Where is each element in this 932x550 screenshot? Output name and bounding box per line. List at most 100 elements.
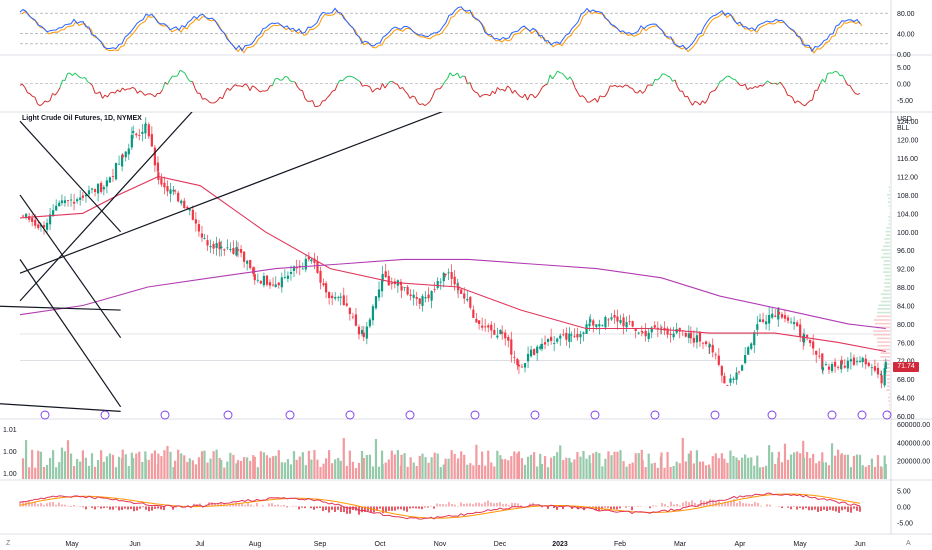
- momentum-line: [297, 86, 301, 91]
- candle: [475, 318, 478, 323]
- volume-bar: [582, 450, 585, 479]
- momentum-line: [399, 86, 403, 90]
- volume-bar: [283, 462, 286, 479]
- volume-bar: [818, 461, 821, 479]
- momentum-line: [42, 100, 46, 105]
- candle: [701, 342, 705, 344]
- volume-bar: [274, 455, 277, 479]
- candle: [163, 182, 166, 188]
- candle: [656, 327, 659, 330]
- candle: [873, 366, 877, 371]
- candle: [249, 259, 252, 269]
- momentum-line: [749, 87, 753, 89]
- candle: [280, 277, 283, 288]
- volume-profile-bar: [873, 333, 890, 336]
- volume-bar: [322, 463, 325, 479]
- macd-histogram-bar: [556, 506, 558, 510]
- volume-bar: [135, 453, 138, 479]
- candle: [802, 334, 806, 343]
- momentum-line: [804, 102, 808, 107]
- macd-histogram-bar: [547, 506, 549, 509]
- momentum-line: [809, 99, 813, 102]
- x-tick-label: Nov: [434, 541, 447, 548]
- volume-bar: [821, 462, 825, 479]
- candle: [436, 281, 439, 288]
- momentum-line: [114, 89, 118, 94]
- x-tick-label: Sep: [314, 541, 327, 548]
- volume-bar: [252, 455, 255, 479]
- momentum-line: [259, 90, 263, 93]
- macd-histogram-bar: [631, 506, 633, 511]
- momentum-line: [474, 91, 478, 94]
- macd-histogram-bar: [28, 501, 30, 507]
- volume-profile-bar: [880, 356, 890, 358]
- auto-scale-button[interactable]: A: [906, 540, 911, 547]
- momentum-line: [469, 82, 473, 90]
- macd-histogram-bar: [823, 506, 825, 510]
- volume-bar: [526, 456, 530, 479]
- candle: [588, 323, 591, 327]
- candle: [622, 317, 625, 327]
- volume-bar: [463, 454, 466, 479]
- candle: [345, 303, 348, 306]
- volume-bar: [292, 451, 296, 479]
- momentum-line: [117, 89, 121, 93]
- macd-histogram-bar: [835, 506, 837, 512]
- macd-histogram-bar: [760, 505, 762, 507]
- candle: [516, 358, 519, 366]
- macd-histogram-bar: [385, 506, 387, 513]
- volume-bar: [496, 450, 499, 479]
- candle: [589, 319, 592, 323]
- macd-histogram-bar: [97, 506, 99, 508]
- currency-label: USD: [897, 116, 912, 123]
- volume-bar: [212, 451, 215, 479]
- momentum-line: [784, 88, 788, 96]
- candle: [704, 341, 708, 345]
- candle: [855, 361, 859, 363]
- volume-profile-bar: [885, 367, 890, 369]
- volume-bar: [533, 452, 536, 479]
- momentum-line: [822, 78, 826, 83]
- volume-bar: [186, 462, 189, 479]
- volume-bar: [805, 451, 809, 479]
- momentum-line: [44, 100, 48, 103]
- macd-histogram-bar: [475, 502, 477, 507]
- x-tick-label: Feb: [614, 541, 626, 548]
- candle: [669, 333, 672, 335]
- candle: [747, 347, 750, 355]
- momentum-line: [232, 84, 236, 88]
- macd-histogram-bar: [172, 506, 174, 510]
- zoom-icon[interactable]: Z: [6, 540, 11, 547]
- macd-histogram-bar: [40, 502, 42, 507]
- macd-histogram-bar: [337, 506, 339, 510]
- volume-bar: [777, 451, 780, 479]
- momentum-line: [669, 76, 673, 82]
- momentum-line: [719, 80, 723, 82]
- volume-bar: [783, 443, 787, 479]
- volume-bar: [390, 450, 393, 479]
- volume-bar: [246, 457, 249, 479]
- x-tick-label: Apr: [735, 541, 747, 548]
- macd-histogram-bar: [145, 506, 147, 510]
- momentum-line: [702, 100, 706, 104]
- momentum-line: [652, 79, 656, 86]
- volume-profile-bar: [874, 322, 890, 325]
- volume-bar: [209, 458, 212, 479]
- macd-histogram-bar: [280, 505, 282, 507]
- candle: [613, 314, 616, 318]
- macd-histogram-bar: [52, 501, 54, 507]
- macd-histogram-bar: [349, 506, 351, 514]
- momentum-line: [359, 81, 363, 87]
- volume-bar: [768, 445, 771, 479]
- macd-histogram-bar: [136, 506, 138, 511]
- volume-bar: [843, 454, 846, 479]
- macd-histogram-bar: [364, 506, 366, 513]
- momentum-line: [349, 75, 353, 78]
- macd-histogram-bar: [616, 506, 618, 510]
- candle: [732, 378, 735, 381]
- volume-bar: [384, 462, 387, 479]
- momentum-line: [499, 88, 503, 91]
- candle: [322, 283, 325, 286]
- volume-bar: [28, 467, 31, 479]
